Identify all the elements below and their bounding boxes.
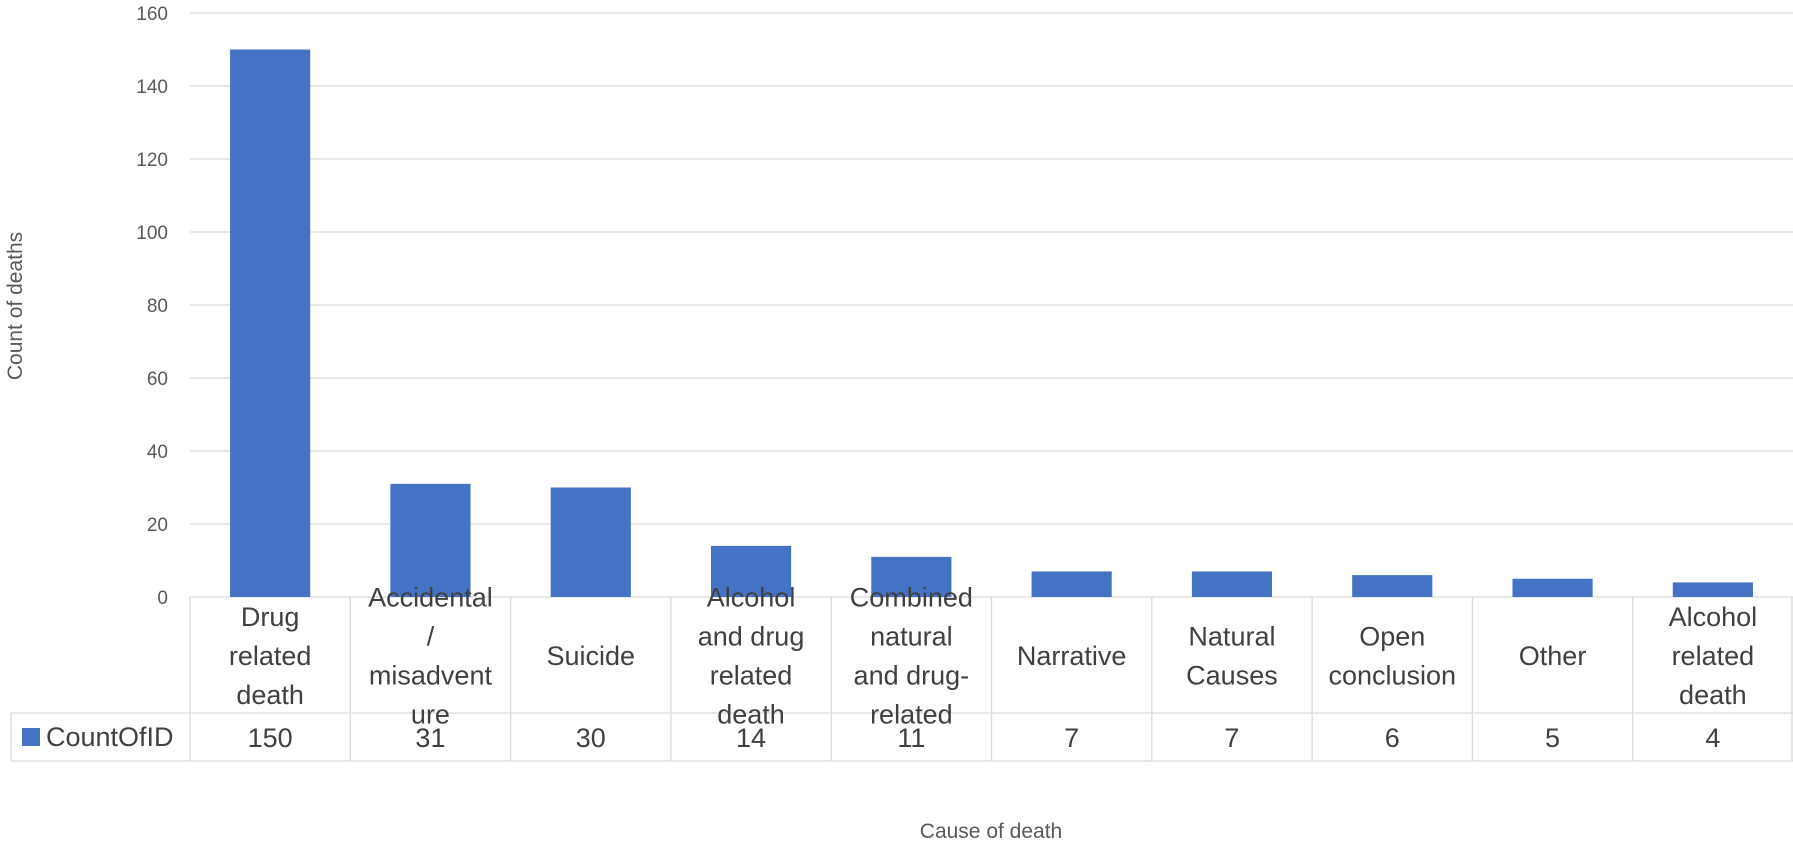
bar bbox=[1352, 575, 1433, 597]
data-value-label: 4 bbox=[1705, 723, 1720, 753]
bar bbox=[1512, 578, 1593, 597]
data-value-label: 30 bbox=[576, 723, 606, 753]
category-label: Alcohol related death bbox=[1669, 602, 1758, 710]
data-value-label: 7 bbox=[1064, 723, 1079, 753]
bar bbox=[1031, 571, 1112, 597]
data-value-label: 11 bbox=[897, 723, 925, 753]
y-tick-label: 160 bbox=[136, 4, 168, 25]
y-tick-label: 80 bbox=[147, 296, 168, 317]
y-tick-label: 60 bbox=[147, 369, 168, 390]
data-value-label: 150 bbox=[248, 723, 293, 753]
x-axis-title: Cause of death bbox=[920, 820, 1062, 843]
category-label: Other bbox=[1519, 641, 1587, 671]
bar bbox=[871, 556, 952, 597]
bar bbox=[1672, 582, 1753, 597]
category-label: Accidental / misadvent ure bbox=[368, 583, 493, 730]
y-tick-label: 140 bbox=[136, 77, 168, 98]
y-tick-label: 20 bbox=[147, 515, 168, 536]
category-label: Open conclusion bbox=[1328, 622, 1456, 691]
bar bbox=[550, 487, 631, 597]
category-label: Alcohol and drug related death bbox=[698, 583, 805, 730]
y-tick-label: 40 bbox=[147, 442, 168, 463]
y-tick-label: 120 bbox=[136, 150, 168, 171]
data-value-label: 5 bbox=[1545, 723, 1560, 753]
legend-label: CountOfID bbox=[46, 722, 174, 752]
bars bbox=[230, 49, 1753, 597]
data-value-label: 7 bbox=[1224, 723, 1239, 753]
bar bbox=[230, 49, 311, 597]
y-tick-label: 0 bbox=[157, 588, 168, 609]
data-table: Drug related death Accidental / misadvent ure S… bbox=[10, 583, 1793, 762]
data-value-label: 6 bbox=[1385, 723, 1400, 753]
bar bbox=[1191, 571, 1273, 597]
category-label: Suicide bbox=[546, 641, 635, 671]
category-label: Natural Causes bbox=[1186, 622, 1278, 691]
legend-swatch bbox=[22, 728, 40, 746]
y-axis-title: Count of deaths bbox=[4, 232, 27, 380]
bar bbox=[710, 545, 792, 597]
data-value-label: 31 bbox=[415, 723, 445, 753]
y-axis-ticks: 0 20 40 60 80 100 120 140 160 bbox=[136, 4, 168, 609]
category-label: Drug related death bbox=[229, 602, 312, 710]
data-value-label: 14 bbox=[736, 723, 766, 753]
category-label: Combined natural and drug-related bbox=[850, 583, 973, 730]
category-label: Narrative bbox=[1017, 641, 1127, 671]
bar bbox=[390, 483, 471, 597]
y-tick-label: 100 bbox=[136, 223, 168, 244]
